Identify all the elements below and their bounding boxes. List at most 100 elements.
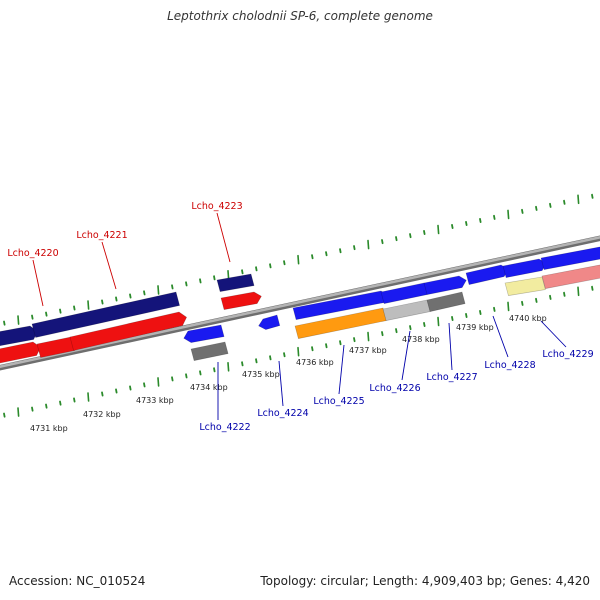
forward-tick: [353, 245, 356, 251]
kbp-label: 4732 kbp: [83, 410, 121, 419]
reverse-tick: [563, 291, 566, 297]
gene-label: Lcho_4223: [191, 201, 242, 212]
reverse-tick: [479, 309, 482, 316]
leader-line: [448, 322, 453, 371]
reverse-strand-ticks: [3, 285, 594, 418]
leader-line: [338, 344, 345, 395]
gene-arrow-lcho-4220-red: [0, 341, 41, 364]
forward-tick: [521, 208, 524, 214]
reverse-tick: [59, 400, 62, 406]
kbp-label: 4736 kbp: [296, 358, 334, 367]
reverse-tick: [409, 325, 412, 331]
leader-line: [216, 212, 231, 263]
forward-tick: [143, 290, 146, 296]
forward-tick: [409, 233, 412, 239]
leader-line: [492, 315, 509, 358]
reverse-tick: [493, 306, 496, 312]
reverse-tick: [437, 316, 440, 327]
gene-label: Lcho_4222: [199, 422, 250, 433]
reverse-tick: [311, 346, 314, 352]
forward-tick: [339, 248, 342, 254]
gene-bar-gray-small: [190, 341, 229, 361]
leader-line: [32, 259, 44, 307]
forward-tick: [549, 202, 552, 208]
kbp-label: 4735 kbp: [242, 370, 280, 379]
reverse-tick: [591, 285, 594, 291]
gene-bar-blue-edge: [540, 246, 600, 270]
backbone-highlight: [0, 236, 600, 368]
kbp-label: 4740 kbp: [509, 314, 547, 323]
forward-tick: [227, 269, 230, 280]
gene-label-leaders: [32, 212, 567, 420]
forward-tick: [213, 275, 216, 281]
kbp-label: 4738 kbp: [402, 335, 440, 344]
reverse-tick: [73, 397, 76, 403]
forward-tick: [171, 284, 174, 290]
reverse-tick: [535, 297, 538, 303]
reverse-tick: [577, 286, 580, 297]
map-title: Leptothrix cholodnii SP-6, complete geno…: [167, 9, 433, 23]
forward-tick: [101, 299, 104, 305]
forward-tick: [31, 314, 34, 320]
reverse-tick: [3, 412, 6, 418]
reverse-tick: [185, 373, 188, 379]
reverse-tick: [521, 300, 524, 306]
reverse-tick: [353, 337, 356, 343]
genome-summary-text: Topology: circular; Length: 4,909,403 bp…: [260, 574, 590, 588]
forward-tick: [465, 220, 468, 227]
gene-arrow-lcho-4222: [183, 324, 225, 343]
forward-tick: [381, 239, 384, 245]
forward-tick: [297, 254, 300, 265]
gene-bar-gray: [426, 291, 466, 312]
forward-tick: [199, 278, 202, 284]
gene-labels: Lcho_4220 Lcho_4221 Lcho_4223 Lcho_4222 Lcho…: [7, 201, 593, 433]
forward-tick: [311, 254, 314, 260]
reverse-tick: [17, 407, 20, 417]
genome-backbone: [0, 235, 600, 371]
reverse-tick: [283, 352, 286, 358]
reverse-tick: [549, 294, 552, 300]
kbp-label: 4737 kbp: [349, 346, 387, 355]
forward-tick: [507, 209, 510, 220]
reverse-tick: [31, 406, 34, 412]
reverse-tick: [451, 315, 454, 322]
forward-tick: [577, 194, 580, 205]
gene-arrow-lcho-4224: [258, 314, 281, 330]
reverse-tick: [115, 388, 118, 394]
forward-tick: [395, 236, 398, 242]
forward-tick: [115, 296, 118, 302]
kbp-label: 4734 kbp: [190, 383, 228, 392]
leader-line: [278, 360, 284, 407]
kbp-label: 4733 kbp: [136, 396, 174, 405]
reverse-tick: [227, 361, 230, 372]
forward-tick: [591, 193, 594, 199]
reverse-tick: [157, 377, 160, 387]
kbp-label: 4739 kbp: [456, 323, 494, 332]
forward-tick: [17, 315, 20, 325]
forward-tick: [45, 311, 48, 317]
forward-tick: [563, 199, 566, 205]
reverse-tick: [381, 331, 384, 337]
forward-tick: [479, 217, 482, 224]
gene-bar-yellow: [504, 276, 546, 296]
gene-label: Lcho_4225: [313, 396, 364, 407]
gene-bar-light-gray: [382, 299, 431, 321]
reverse-tick: [129, 385, 132, 391]
gene-arrow-lcho-4223-red: [220, 291, 262, 310]
reverse-tick: [339, 340, 342, 346]
forward-tick: [157, 285, 160, 295]
gene-label: Lcho_4227: [426, 372, 477, 383]
gene-label: Lcho_4226: [369, 383, 420, 394]
forward-tick: [255, 266, 258, 272]
reverse-tick: [171, 376, 174, 382]
gene-bar-lcho-4223: [216, 273, 255, 292]
reverse-tick: [87, 392, 90, 402]
forward-tick: [129, 293, 132, 299]
reverse-tick: [395, 328, 398, 334]
reverse-tick: [269, 355, 272, 361]
forward-tick: [325, 251, 328, 257]
gene-arrow-lcho-4227: [423, 275, 467, 295]
gene-features: [0, 246, 600, 364]
